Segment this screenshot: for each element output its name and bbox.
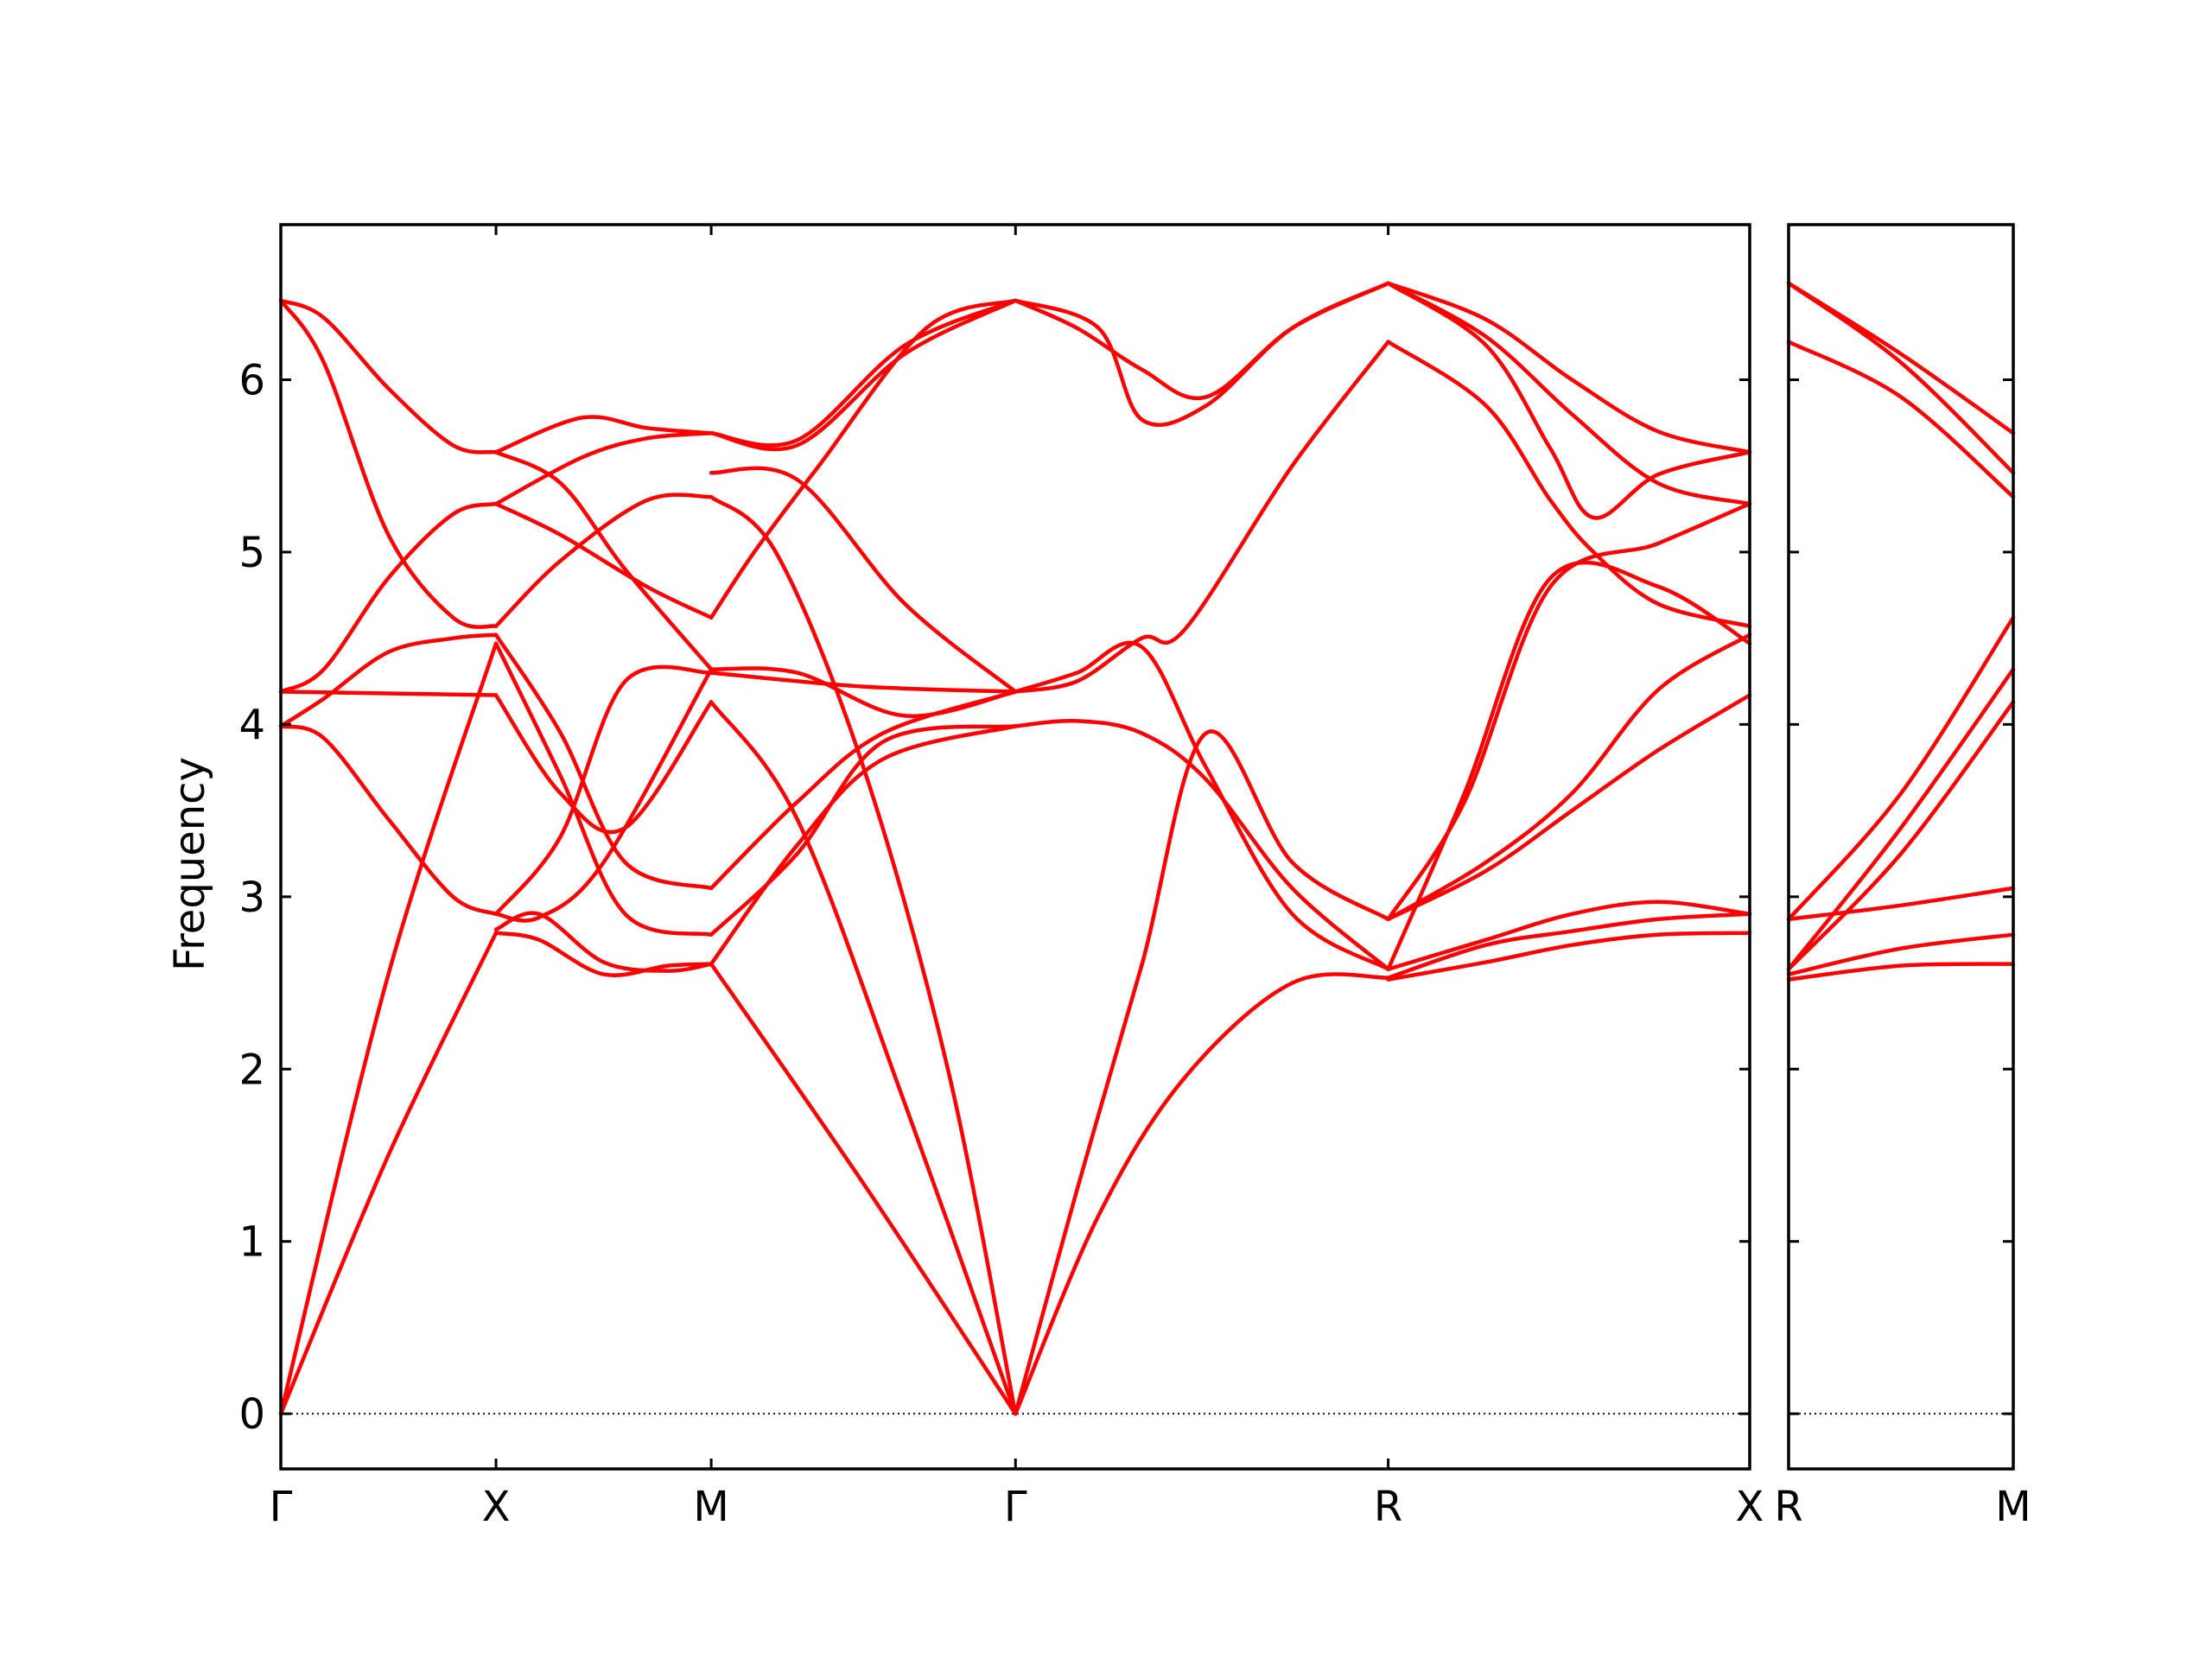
band-main-11	[493, 641, 714, 937]
band-main-36	[1013, 340, 1390, 694]
band-main-41	[1386, 899, 1752, 971]
y-tick-label: 5	[238, 529, 265, 577]
band-main-31	[709, 298, 1018, 448]
y-tick-label: 0	[238, 1390, 265, 1439]
band-main-18	[493, 450, 714, 671]
band-side-1	[1786, 932, 2016, 976]
band-main-19	[493, 667, 714, 923]
x-tick-label: M	[1995, 1483, 2031, 1531]
band-main-32	[1013, 729, 1390, 1416]
band-main-6	[278, 298, 499, 629]
band-main-10	[493, 664, 714, 917]
band-main-7	[278, 298, 499, 454]
band-main-22	[709, 494, 1018, 1416]
band-main-4	[278, 690, 499, 697]
band-main-21	[709, 700, 1018, 1416]
band-main-2	[278, 724, 499, 917]
band-main-13	[493, 693, 714, 835]
x-tick-label: R	[1774, 1483, 1802, 1531]
band-side-7	[1786, 281, 2016, 475]
band-main-28	[709, 298, 1018, 620]
band-main-9	[493, 911, 714, 973]
band-main-42	[1386, 560, 1752, 971]
band-side-4	[1786, 886, 2016, 922]
band-main-12	[493, 632, 714, 891]
x-tick-label: Γ	[270, 1483, 293, 1531]
side-plot-frame	[1787, 223, 2015, 1471]
band-main-3	[278, 632, 499, 728]
main-panel: 0 1 2 3 4 5 6 Γ X M Γ R X	[238, 223, 1764, 1531]
band-main-34	[1013, 718, 1390, 971]
x-tick-label: M	[693, 1483, 728, 1531]
y-tick-label: 6	[238, 357, 265, 405]
band-main-47	[1386, 281, 1752, 520]
band-main-40	[1386, 912, 1752, 980]
band-main-26	[709, 671, 1018, 694]
band-main-5	[278, 501, 499, 694]
band-main-15	[493, 501, 714, 620]
band-side-6	[1786, 340, 2016, 499]
band-main-1	[278, 641, 499, 1416]
band-main-48	[1386, 281, 1752, 506]
band-main-49	[1386, 281, 1752, 454]
x-tick-label: Γ	[1004, 1483, 1027, 1531]
band-main-14	[493, 493, 714, 628]
band-main-37	[1013, 281, 1390, 401]
band-main-46	[1386, 340, 1752, 628]
x-tick-label: R	[1374, 1483, 1402, 1531]
y-axis-label: Frequency	[166, 757, 214, 971]
x-tick-label: X	[482, 1483, 511, 1531]
band-main-20	[709, 962, 1018, 1416]
band-main-24	[709, 724, 1018, 937]
band-side-0	[1786, 962, 2016, 982]
band-main-43	[1386, 501, 1752, 922]
band-side-8	[1786, 281, 2016, 435]
band-main-44	[1386, 632, 1752, 922]
x-tick-label: X	[1736, 1483, 1764, 1531]
y-tick-label: 2	[238, 1046, 265, 1094]
band-main-0	[278, 931, 499, 1416]
band-main-17	[493, 415, 714, 454]
y-tick-label: 3	[238, 874, 265, 922]
band-side-3	[1786, 700, 2016, 971]
band-side-2	[1786, 667, 2016, 971]
band-main-27	[709, 666, 1018, 718]
band-side-5	[1786, 615, 2016, 922]
band-main-8	[493, 931, 714, 977]
band-main-39	[1386, 931, 1752, 982]
y-tick-label: 4	[238, 701, 265, 749]
y-tick-label: 1	[238, 1218, 265, 1267]
band-main-25	[709, 690, 1018, 891]
band-main-29	[709, 466, 1018, 694]
band-main-33	[1013, 972, 1390, 1416]
band-main-35	[1013, 640, 1390, 971]
band-main-30	[709, 298, 1018, 452]
band-main-38	[1013, 281, 1390, 428]
band-main-16	[493, 431, 714, 506]
band-main-45	[1386, 693, 1752, 922]
